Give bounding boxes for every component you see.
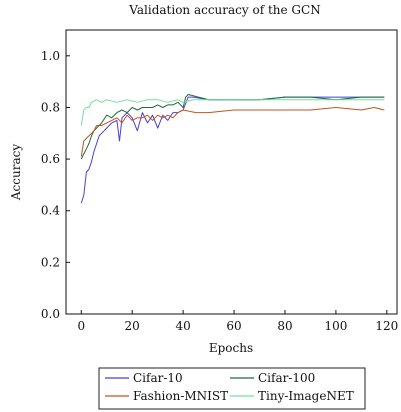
x-axis-label: Epochs	[209, 341, 253, 355]
y-tick-label: 0.4	[41, 204, 60, 218]
x-tick-label: 120	[375, 319, 398, 333]
series-line-cifar-10	[80, 96, 385, 204]
y-tick-label: 1.0	[41, 49, 60, 63]
series-line-cifar-100	[80, 94, 385, 160]
legend-items: Cifar-10 Cifar-100 Fashion-MNIST Tiny-Image…	[105, 371, 354, 403]
legend-label-fashion-mnist: Fashion-MNIST	[133, 389, 228, 403]
y-axis-ticks: 0.0 0.2 0.4 0.6 0.8 1.0	[41, 49, 70, 321]
series-line-tiny-imagenet	[80, 99, 385, 126]
legend-label-cifar-100: Cifar-100	[258, 371, 315, 385]
x-tick-label: 60	[226, 319, 241, 333]
x-tick-label: 20	[125, 319, 140, 333]
legend-label-tiny-imagenet: Tiny-ImageNET	[258, 389, 354, 403]
legend: Cifar-10 Cifar-100 Fashion-MNIST Tiny-Image…	[98, 367, 366, 410]
legend-label-cifar-10: Cifar-10	[133, 371, 183, 385]
plot-frame	[65, 29, 398, 315]
series-line-fashion-mnist	[80, 107, 385, 157]
x-tick-label: 80	[277, 319, 292, 333]
y-axis-label: Accuracy	[9, 144, 23, 201]
x-tick-label: 100	[324, 319, 347, 333]
y-tick-label: 0.0	[41, 307, 60, 321]
y-tick-label: 0.8	[41, 100, 60, 114]
series-layer	[80, 94, 385, 204]
legend-box	[98, 367, 366, 410]
chart-title: Validation accuracy of the GCN	[128, 3, 320, 17]
x-tick-label: 0	[77, 319, 85, 333]
x-tick-label: 40	[175, 319, 190, 333]
x-axis-ticks: 0 20 40 60 80 100 120	[77, 310, 398, 333]
y-tick-label: 0.2	[41, 255, 60, 269]
y-tick-label: 0.6	[41, 152, 60, 166]
